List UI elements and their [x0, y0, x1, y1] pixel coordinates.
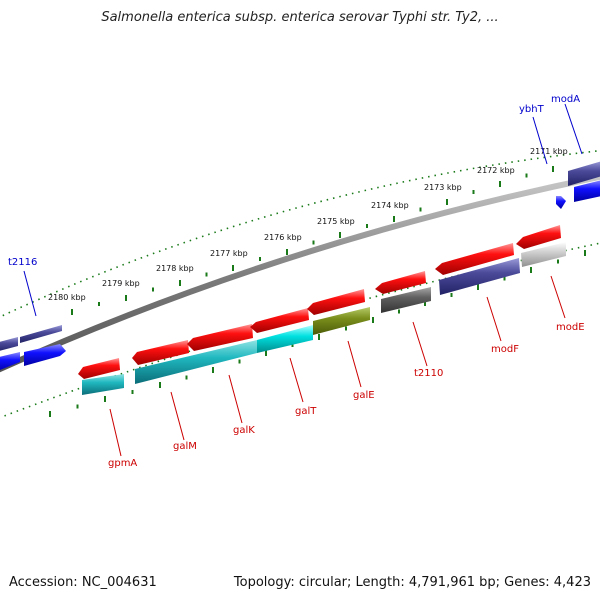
outer-major-tick	[232, 265, 234, 271]
gene-arrow-galT-red-2[interactable]	[307, 289, 365, 315]
inner-minor-tick	[291, 343, 294, 347]
gene-arrow-ybhT[interactable]	[556, 196, 566, 209]
scale-ticks	[49, 166, 586, 417]
scale-label: 2179 kbp	[102, 279, 140, 288]
gene-label-galK[interactable]: galK	[233, 425, 255, 436]
scale-label: 2177 kbp	[210, 249, 248, 258]
inner-minor-tick	[185, 375, 188, 380]
gene-label-modE[interactable]: modE	[556, 322, 585, 333]
inner-major-tick	[530, 267, 532, 273]
gene-label-t2116[interactable]: t2116	[8, 257, 37, 268]
inner-major-tick	[159, 382, 161, 388]
scale-label: 2175 kbp	[317, 217, 355, 226]
inner-major-tick	[265, 350, 267, 356]
scale-label: 2174 kbp	[371, 201, 409, 210]
outer-minor-tick	[525, 173, 528, 178]
scale-label: 2180 kbp	[48, 293, 86, 302]
outer-major-tick	[552, 166, 554, 172]
gene-label-modF[interactable]: modF	[491, 344, 519, 355]
scale-label: 2173 kbp	[424, 183, 462, 192]
outer-minor-tick	[205, 272, 208, 277]
topology-text: Topology: circular; Length: 4,791,961 bp…	[233, 575, 591, 590]
scale-label: 2178 kbp	[156, 264, 194, 273]
outer-major-tick	[179, 280, 181, 286]
gene-arrow-blue[interactable]	[24, 344, 66, 366]
gene-arrow-modF-red[interactable]	[435, 243, 514, 275]
gene-arrow-galE[interactable]	[313, 307, 370, 335]
gene-label-gpmA[interactable]: gpmA	[108, 458, 137, 469]
outer-major-tick	[499, 181, 501, 187]
gene-arrow-gpmA[interactable]	[82, 374, 124, 395]
scale-label: 2171 kbp	[530, 147, 568, 156]
outer-minor-tick	[312, 240, 315, 245]
gene-arrow-modA[interactable]	[568, 161, 600, 186]
gene-arrow-t2110[interactable]	[381, 287, 431, 313]
outer-minor-tick	[98, 302, 100, 306]
outer-major-tick	[71, 309, 73, 315]
forward-genes	[0, 161, 600, 372]
outer-major-tick	[286, 249, 288, 255]
inner-minor-tick	[557, 259, 559, 264]
gene-arrow-galM[interactable]	[135, 340, 257, 384]
gene-labels: t2116 ybhT modA gpmA galM galK galT galE…	[8, 94, 585, 469]
inner-minor-tick	[76, 404, 79, 409]
outer-major-tick	[393, 216, 395, 222]
inner-minor-tick	[450, 293, 453, 297]
genome-backbone	[0, 173, 600, 373]
inner-major-tick	[584, 250, 586, 256]
inner-minor-tick	[398, 309, 400, 314]
outer-scale-arc	[0, 149, 600, 318]
gene-arrow-modE-red[interactable]	[516, 225, 561, 249]
inner-minor-tick	[131, 390, 134, 394]
outer-minor-tick	[419, 207, 422, 212]
gene-arrow-modF[interactable]	[439, 258, 520, 295]
outer-minor-tick	[152, 287, 154, 292]
gene-label-galM[interactable]: galM	[173, 441, 197, 452]
outer-major-tick	[125, 295, 127, 301]
gene-arrow-galT-red[interactable]	[250, 308, 309, 333]
gene-arrow-galK[interactable]	[257, 325, 313, 353]
gene-label-modA[interactable]: modA	[551, 94, 580, 105]
inner-major-tick	[372, 317, 374, 323]
gene-arrow-left-navy[interactable]	[0, 337, 18, 352]
gene-arrow-blue-right[interactable]	[574, 180, 600, 202]
gene-label-t2110[interactable]: t2110	[414, 368, 443, 379]
outer-major-tick	[339, 232, 341, 238]
inner-minor-tick	[345, 326, 347, 331]
inner-major-tick	[212, 367, 214, 373]
inner-minor-tick	[503, 276, 506, 281]
gene-arrow-left-blue[interactable]	[0, 352, 20, 372]
scale-label: 2176 kbp	[264, 233, 302, 242]
gene-label-galT[interactable]: galT	[295, 406, 317, 417]
accession-text: Accession: NC_004631	[9, 575, 157, 590]
gene-arrow-t2110-red[interactable]	[375, 271, 426, 294]
gene-label-ybhT[interactable]: ybhT	[519, 104, 545, 115]
leader-lines	[23, 103, 583, 457]
map-title: Salmonella enterica subsp. enterica sero…	[101, 10, 499, 25]
inner-major-tick	[104, 396, 106, 402]
inner-major-tick	[49, 411, 51, 417]
scale-labels: 2171 kbp 2172 kbp 2173 kbp 2174 kbp 2175 kbp…	[48, 147, 568, 302]
inner-major-tick	[424, 300, 426, 306]
reverse-genes	[78, 225, 566, 395]
outer-major-tick	[446, 199, 448, 205]
inner-major-tick	[477, 284, 479, 290]
inner-major-tick	[318, 334, 320, 340]
inner-minor-tick	[238, 359, 241, 364]
outer-minor-tick	[472, 190, 475, 194]
outer-minor-tick	[259, 257, 261, 261]
gene-arrow-modE[interactable]	[521, 242, 566, 267]
scale-label: 2172 kbp	[477, 166, 515, 175]
gene-label-galE[interactable]: galE	[353, 390, 375, 401]
gene-arrow-galK-red[interactable]	[187, 324, 253, 351]
gene-arrow-t2116[interactable]	[20, 325, 62, 343]
outer-minor-tick	[366, 224, 368, 228]
gene-arrow-galM-red[interactable]	[132, 340, 189, 365]
gene-arrow-red-1[interactable]	[78, 358, 120, 379]
